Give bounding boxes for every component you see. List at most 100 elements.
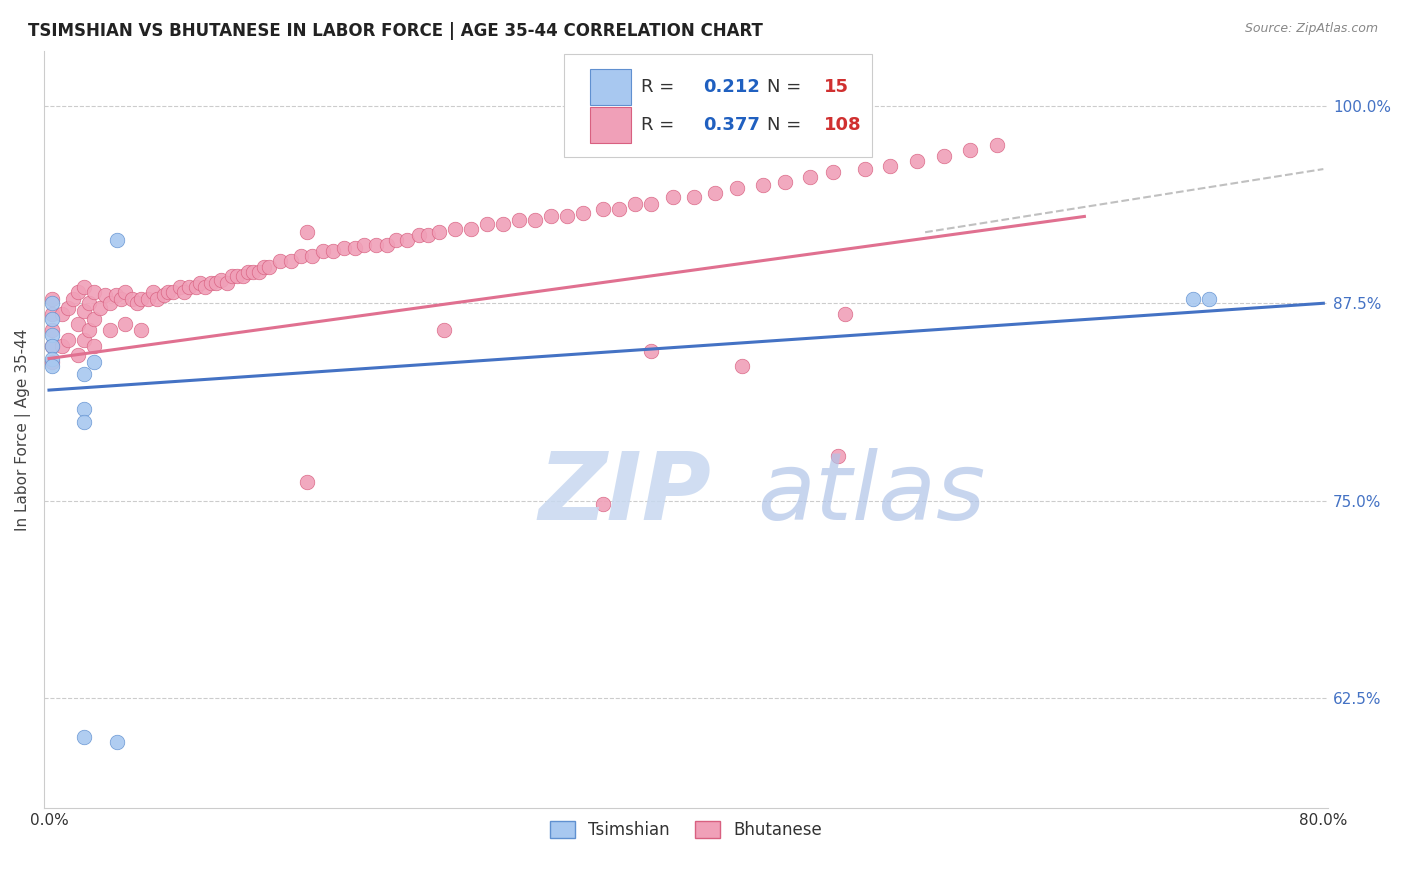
Point <box>433 323 456 337</box>
Point <box>640 196 662 211</box>
Point <box>322 244 344 259</box>
Point <box>73 333 96 347</box>
Point <box>959 143 981 157</box>
Point <box>188 276 211 290</box>
Point <box>725 181 748 195</box>
Point <box>41 296 63 310</box>
Legend: Tsimshian, Bhutanese: Tsimshian, Bhutanese <box>544 814 830 846</box>
Point <box>236 265 259 279</box>
Point <box>41 339 63 353</box>
Point <box>146 292 169 306</box>
Bar <box>591 69 631 105</box>
Point <box>62 292 84 306</box>
Point <box>56 301 79 315</box>
Point <box>73 280 96 294</box>
Point <box>731 359 754 374</box>
Point <box>799 169 821 184</box>
Point <box>385 233 408 247</box>
Point <box>107 233 129 247</box>
Point <box>73 304 96 318</box>
Point <box>555 210 578 224</box>
Point <box>226 269 249 284</box>
Point <box>141 285 163 300</box>
Point <box>136 292 159 306</box>
Text: N =: N = <box>768 78 807 96</box>
Point <box>460 222 482 236</box>
Point <box>492 217 515 231</box>
Point <box>242 265 264 279</box>
Point <box>93 288 115 302</box>
Point <box>751 178 773 192</box>
Point <box>1198 292 1220 306</box>
Point <box>290 249 312 263</box>
Point <box>624 196 647 211</box>
Text: N =: N = <box>768 116 807 134</box>
Point <box>41 339 63 353</box>
Point <box>508 212 530 227</box>
Point <box>179 280 201 294</box>
Point <box>232 269 254 284</box>
Point <box>364 238 387 252</box>
Point <box>416 228 439 243</box>
Point <box>523 212 546 227</box>
Point <box>56 333 79 347</box>
Point <box>607 202 630 216</box>
Point <box>194 280 217 294</box>
Point <box>83 339 105 353</box>
Point <box>905 154 928 169</box>
Text: 0.377: 0.377 <box>703 116 759 134</box>
Point <box>83 285 105 300</box>
Point <box>104 288 127 302</box>
Point <box>444 222 467 236</box>
Point <box>162 285 184 300</box>
Point <box>114 317 136 331</box>
Text: R =: R = <box>641 78 681 96</box>
Point <box>152 288 174 302</box>
Point <box>41 307 63 321</box>
Point <box>683 190 706 204</box>
Point <box>121 292 143 306</box>
Point <box>662 190 685 204</box>
Point <box>221 269 243 284</box>
Point <box>879 159 901 173</box>
Point <box>427 225 450 239</box>
Text: 15: 15 <box>824 78 849 96</box>
Point <box>247 265 270 279</box>
Point <box>773 175 796 189</box>
Text: TSIMSHIAN VS BHUTANESE IN LABOR FORCE | AGE 35-44 CORRELATION CHART: TSIMSHIAN VS BHUTANESE IN LABOR FORCE | … <box>28 22 763 40</box>
Point <box>986 138 1008 153</box>
Text: atlas: atlas <box>756 449 986 540</box>
Point <box>41 312 63 326</box>
Point <box>77 323 100 337</box>
Point <box>640 343 662 358</box>
Point <box>280 253 302 268</box>
Point <box>834 307 856 321</box>
Point <box>475 217 498 231</box>
Point <box>295 225 318 239</box>
Point <box>125 296 148 310</box>
Point <box>66 285 89 300</box>
Point <box>66 317 89 331</box>
Point <box>217 276 239 290</box>
FancyBboxPatch shape <box>564 54 872 157</box>
Point <box>827 450 849 464</box>
Point <box>934 149 956 163</box>
Text: 108: 108 <box>824 116 860 134</box>
Point <box>41 327 63 342</box>
Point <box>73 731 96 745</box>
Point <box>301 249 323 263</box>
Y-axis label: In Labor Force | Age 35-44: In Labor Force | Age 35-44 <box>15 328 31 531</box>
Point <box>41 292 63 306</box>
Point <box>114 285 136 300</box>
Point <box>169 280 191 294</box>
Point <box>157 285 180 300</box>
Point <box>98 296 121 310</box>
Point <box>73 368 96 382</box>
Point <box>253 260 276 274</box>
Point <box>83 312 105 326</box>
Point <box>408 228 430 243</box>
Point <box>375 238 398 252</box>
Point <box>98 323 121 337</box>
Point <box>200 276 222 290</box>
Point <box>51 307 73 321</box>
